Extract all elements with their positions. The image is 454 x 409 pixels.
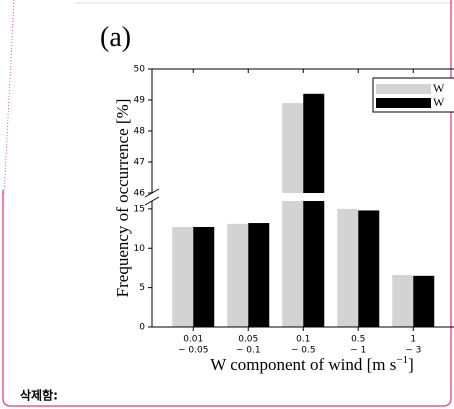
- bar: [193, 226, 215, 327]
- x-axis-label: W component of wind [m s−1]: [210, 354, 414, 374]
- y-tick-label: 46: [134, 189, 146, 199]
- y-tick-label: 49: [134, 96, 146, 106]
- x-tick-label: ~ 0.05: [178, 346, 208, 356]
- bar: [358, 210, 380, 327]
- note: 삭제함:: [20, 388, 58, 403]
- bar: [303, 93, 325, 193]
- legend-swatch: [376, 84, 431, 94]
- x-tick-label: 0.1: [296, 335, 310, 345]
- bar: [172, 226, 194, 327]
- x-tick-label: 1: [410, 335, 416, 345]
- legend-swatch: [376, 98, 431, 108]
- x-tick-label: ~ 1: [350, 346, 366, 356]
- bar: [282, 201, 304, 327]
- chart-title: (a): [100, 22, 131, 53]
- bar: [227, 223, 249, 327]
- x-tick-label: 0.5: [351, 335, 365, 345]
- legend-label: W: [433, 81, 445, 95]
- y-tick-label: 15: [134, 204, 145, 214]
- y-tick-label: 5: [139, 283, 145, 293]
- dotted-border: [3, 0, 15, 196]
- bar: [248, 223, 270, 327]
- bar: [392, 275, 414, 327]
- y-tick-label: 47: [134, 158, 145, 168]
- bar: [337, 208, 359, 327]
- y-tick-label: 50: [134, 65, 146, 75]
- bar: [282, 103, 304, 193]
- x-tick-label: 0.05: [238, 335, 258, 345]
- x-tick-label: ~ 0.1: [236, 346, 261, 356]
- y-tick-label: 10: [134, 244, 146, 254]
- legend-label: W: [433, 95, 445, 109]
- bar: [303, 201, 325, 327]
- x-tick-label: ~ 0.5: [291, 346, 316, 356]
- x-tick-label: ~ 3: [405, 346, 421, 356]
- x-axis-label-text: W component of wind [m s: [210, 355, 396, 374]
- x-axis-label-sup: −1: [396, 354, 408, 366]
- bar: [413, 275, 435, 327]
- y-tick-label: 0: [139, 323, 145, 333]
- x-tick-label: 0.01: [183, 335, 203, 345]
- y-tick-label: 48: [134, 127, 146, 137]
- break-mark: [144, 196, 160, 206]
- x-axis-label-end: ]: [408, 355, 414, 374]
- y-axis-label: Frequency of occurrence [%]: [113, 99, 132, 298]
